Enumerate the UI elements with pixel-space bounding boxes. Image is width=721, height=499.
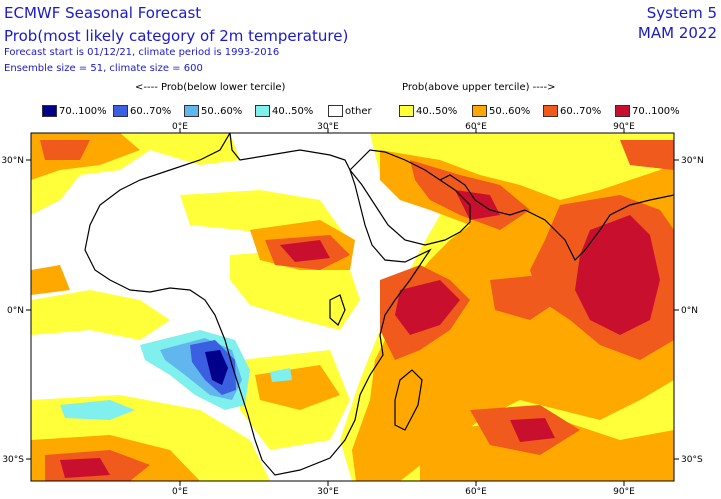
legend-item-below-70-100: 70..100% xyxy=(42,104,107,118)
map-subtitle: Prob(most likely category of 2m temperat… xyxy=(4,27,349,45)
season-label: MAM 2022 xyxy=(637,24,717,42)
above-tercile-header: Prob(above upper tercile) ----> xyxy=(402,82,556,93)
x-tick-bottom-60: 60°E xyxy=(465,487,487,497)
tick-marks xyxy=(26,128,679,486)
legend-item-above-70-100: 70..100% xyxy=(615,104,680,118)
legend-label: 40..50% xyxy=(416,105,458,117)
legend-label: 70..100% xyxy=(632,105,680,117)
legend-item-below-50-60: 50..60% xyxy=(184,104,242,118)
lake-victoria-coastline xyxy=(329,294,346,326)
madagascar-coastline xyxy=(394,369,423,431)
x-tick-top-60: 60°E xyxy=(465,122,487,132)
legend-swatch xyxy=(328,105,343,117)
y-tick-right-0: 0°N xyxy=(681,306,698,316)
forecast-info: Forecast start is 01/12/21, climate peri… xyxy=(4,47,280,58)
legend-item-above-50-60: 50..60% xyxy=(472,104,530,118)
legend-label: 50..60% xyxy=(489,105,531,117)
legend-swatch xyxy=(255,105,270,117)
map-title: ECMWF Seasonal Forecast xyxy=(4,4,202,22)
y-tick-left-0: 0°N xyxy=(7,306,24,316)
axis-labels: 0°E 30°E 60°E 90°E 0°E 30°E 60°E 90°E 30… xyxy=(1,122,703,497)
x-tick-bottom-90: 90°E xyxy=(613,487,635,497)
legend-item-below-60-70: 60..70% xyxy=(113,104,171,118)
probability-field xyxy=(31,133,674,481)
ensemble-info: Ensemble size = 51, climate size = 600 xyxy=(4,63,203,74)
legend-item-other: other xyxy=(328,104,372,118)
south-asia-coastline xyxy=(524,194,674,262)
y-tick-left-30s: 30°S xyxy=(2,455,24,465)
legend-swatch xyxy=(113,105,128,117)
coastlines xyxy=(84,133,674,476)
legend-label: other xyxy=(345,105,372,117)
legend-item-above-60-70: 60..70% xyxy=(543,104,601,118)
legend-label: 50..60% xyxy=(201,105,243,117)
y-tick-right-30s: 30°S xyxy=(681,455,703,465)
arabia-coastline xyxy=(349,149,471,246)
y-tick-right-30n: 30°N xyxy=(681,156,704,166)
legend-label: 70..100% xyxy=(59,105,107,117)
x-tick-top-90: 90°E xyxy=(613,122,635,132)
legend-label: 60..70% xyxy=(560,105,602,117)
legend-label: 40..50% xyxy=(272,105,314,117)
legend-swatch xyxy=(472,105,487,117)
legend-swatch xyxy=(543,105,558,117)
persian-gulf-coastline xyxy=(439,174,526,216)
x-tick-bottom-30: 30°E xyxy=(317,487,339,497)
below-tercile-areas xyxy=(60,330,292,420)
legend-swatch xyxy=(399,105,414,117)
below-tercile-header: <---- Prob(below lower tercile) xyxy=(135,82,286,93)
x-tick-top-30: 30°E xyxy=(317,122,339,132)
legend-swatch xyxy=(615,105,630,117)
y-tick-left-30n: 30°N xyxy=(1,156,24,166)
probability-map: 0°E 30°E 60°E 90°E 0°E 30°E 60°E 90°E 30… xyxy=(1,122,703,497)
above-70-100-areas xyxy=(60,190,660,478)
legend-item-below-40-50: 40..50% xyxy=(255,104,313,118)
system-label: System 5 xyxy=(646,4,717,22)
legend-swatch xyxy=(42,105,57,117)
africa-coastline xyxy=(84,133,432,476)
legend-item-above-40-50: 40..50% xyxy=(399,104,457,118)
x-tick-top-0: 0°E xyxy=(172,122,188,132)
x-tick-bottom-0: 0°E xyxy=(172,487,188,497)
legend-label: 60..70% xyxy=(130,105,172,117)
legend-swatch xyxy=(184,105,199,117)
map-frame xyxy=(30,132,675,482)
